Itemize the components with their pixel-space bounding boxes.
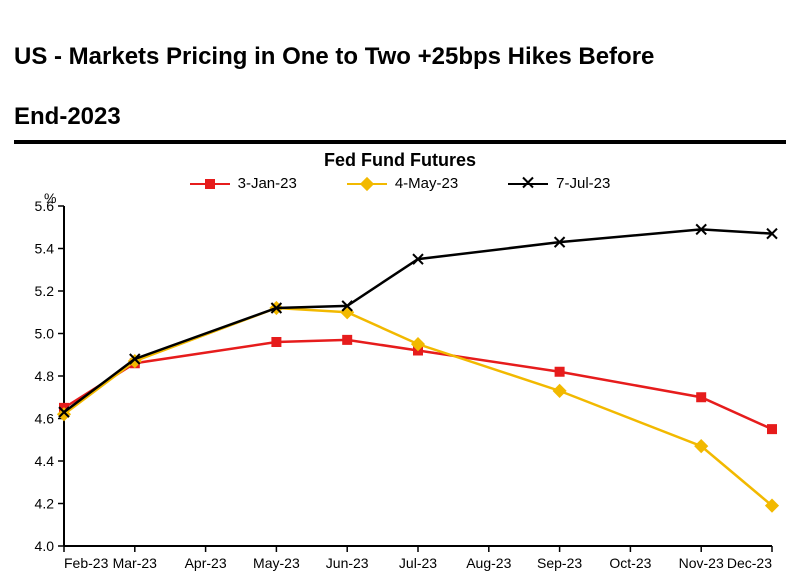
x-tick-label: Aug-23 <box>466 555 511 571</box>
y-tick-label: 4.6 <box>35 411 55 427</box>
y-tick-label: 4.0 <box>35 538 55 554</box>
diamond-icon <box>360 176 374 190</box>
x-tick-label: May-23 <box>253 555 300 571</box>
legend-label: 4-May-23 <box>395 175 458 192</box>
y-tick-label: 5.4 <box>35 241 55 257</box>
diamond-icon <box>553 384 567 398</box>
chart-wrap: % 4.04.24.44.64.85.05.25.45.6Feb-23Mar-2… <box>14 196 786 576</box>
diamond-icon <box>340 305 354 319</box>
square-icon <box>205 179 215 189</box>
square-icon <box>342 335 352 345</box>
title-rule <box>14 140 786 144</box>
x-tick-label: Nov-23 <box>679 555 724 571</box>
y-tick-label: 5.2 <box>35 283 55 299</box>
legend-label: 3-Jan-23 <box>238 175 297 192</box>
square-icon <box>555 367 565 377</box>
x-tick-label: Sep-23 <box>537 555 582 571</box>
x-tick-label: Oct-23 <box>609 555 651 571</box>
chart-container: US - Markets Pricing in One to Two +25bp… <box>0 0 800 582</box>
y-tick-label: 4.8 <box>35 368 55 384</box>
title-line-1: US - Markets Pricing in One to Two +25bp… <box>14 43 654 70</box>
legend-item: 4-May-23 <box>347 175 458 192</box>
square-icon <box>696 392 706 402</box>
legend-item: 7-Jul-23 <box>508 175 610 192</box>
y-axis-unit: % <box>44 190 56 206</box>
x-tick-label: Dec-23 <box>727 555 772 571</box>
y-tick-label: 4.4 <box>35 453 55 469</box>
title-line-2: End-2023 <box>14 103 121 130</box>
square-icon <box>271 337 281 347</box>
series-line <box>64 229 772 412</box>
legend-swatch <box>508 177 548 191</box>
fed-funds-chart: 4.04.24.44.64.85.05.25.45.6Feb-23Mar-23A… <box>14 196 784 576</box>
x-tick-label: Apr-23 <box>185 555 227 571</box>
x-tick-label: Jun-23 <box>326 555 369 571</box>
legend-label: 7-Jul-23 <box>556 175 610 192</box>
y-tick-label: 4.2 <box>35 496 55 512</box>
legend: 3-Jan-23 4-May-23 7-Jul-23 <box>14 175 786 192</box>
x-tick-label: Mar-23 <box>113 555 158 571</box>
square-icon <box>767 424 777 434</box>
y-tick-label: 5.0 <box>35 326 55 342</box>
chart-subtitle: Fed Fund Futures <box>14 150 786 171</box>
legend-swatch <box>347 177 387 191</box>
legend-item: 3-Jan-23 <box>190 175 297 192</box>
page-title: US - Markets Pricing in One to Two +25bp… <box>14 8 786 138</box>
x-tick-label: Feb-23 <box>64 555 109 571</box>
x-tick-label: Jul-23 <box>399 555 437 571</box>
x-icon <box>522 175 534 192</box>
legend-swatch <box>190 177 230 191</box>
